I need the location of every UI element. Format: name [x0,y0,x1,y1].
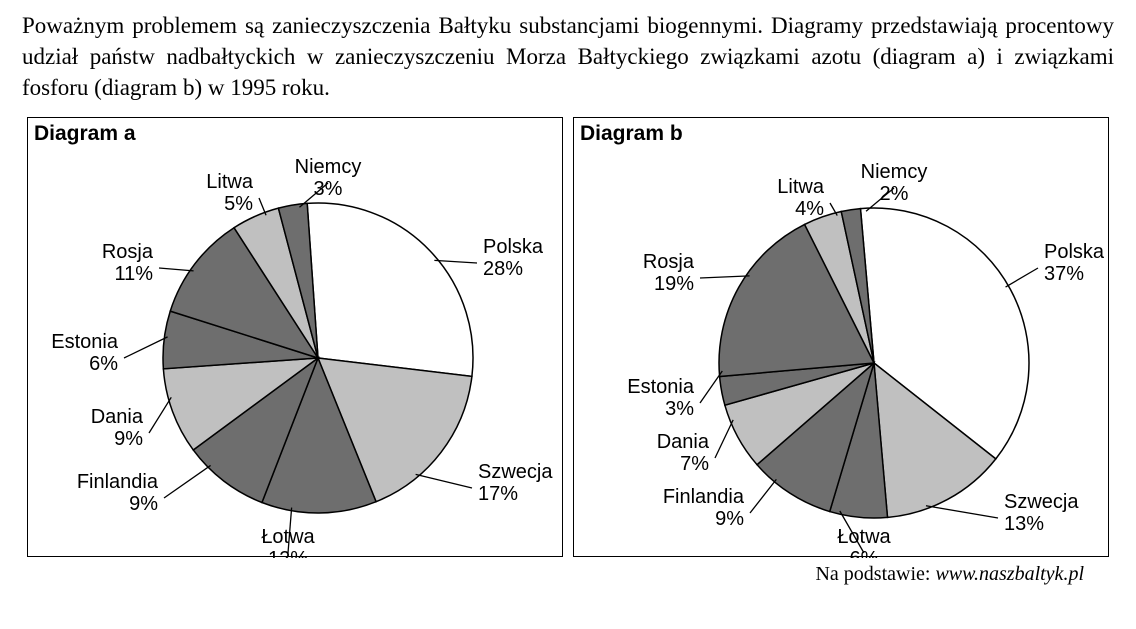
slice-label: Litwa [206,171,254,193]
slice-percent: 17% [478,483,518,505]
leader-line [124,337,168,358]
slice-label: Dania [657,431,710,453]
leader-line [164,466,211,499]
slice-label: Rosja [102,241,154,263]
slice-percent: 5% [224,193,253,215]
slice-label: Finlandia [77,471,159,493]
slice-percent: 28% [483,258,523,280]
slice-label: Estonia [627,376,695,398]
slice-label: Polska [483,236,544,258]
diagram-a-box: Diagram a Polska28%Szwecja17%Łotwa12%Fin… [27,117,563,557]
diagram-a-pie: Polska28%Szwecja17%Łotwa12%Finlandia9%Da… [28,118,564,558]
slice-label: Łotwa [837,526,891,548]
diagram-b-box: Diagram b Polska37% Szwecja13% Łotwa6% Finl… [573,117,1109,557]
diagram-b-pie: Polska37% Szwecja13% Łotwa6% Finlandia9% Dan… [574,118,1110,558]
slice-percent: 19% [654,273,694,295]
slice-label: Rosja [643,251,695,273]
slice-label: Litwa [777,176,825,198]
slice-percent: 37% [1044,263,1084,285]
leader-line [715,420,733,458]
slice-label: Niemcy [295,156,362,178]
leader-line [926,506,998,518]
source-url: www.naszbaltyk.pl [935,563,1084,585]
leader-line [416,475,472,489]
leader-line [700,371,722,403]
slice-percent: 9% [129,493,158,515]
slice-label: Szwecja [478,461,553,483]
pie-slice [307,203,473,376]
source-line: Na podstawie: www.naszbaltyk.pl [22,563,1114,586]
slice-label: Dania [91,406,144,428]
slice-percent: 7% [680,453,709,475]
slice-percent: 9% [114,428,143,450]
leader-line [700,276,750,278]
slice-percent: 12% [268,548,308,558]
source-label: Na podstawie: [815,563,935,585]
leader-line [159,268,194,271]
slice-percent: 6% [850,548,879,558]
leader-line [750,480,776,514]
slice-percent: 11% [114,263,153,285]
slice-label: Łotwa [261,526,315,548]
diagram-a-title: Diagram a [34,122,136,146]
slice-label: Polska [1044,241,1105,263]
charts-row: Diagram a Polska28%Szwecja17%Łotwa12%Fin… [22,117,1114,557]
slice-label: Szwecja [1004,491,1079,513]
slice-label: Finlandia [663,486,745,508]
slice-percent: 6% [89,353,118,375]
slice-label: Estonia [51,331,119,353]
slice-percent: 4% [795,198,824,220]
slice-percent: 2% [880,183,909,205]
slice-percent: 13% [1004,513,1044,535]
leader-line [1006,268,1038,287]
intro-paragraph: Poważnym problemem są zanieczyszczenia B… [22,10,1114,103]
diagram-b-title: Diagram b [580,122,683,146]
leader-line [149,397,171,433]
slice-percent: 9% [715,508,744,530]
slice-percent: 3% [314,178,343,200]
slice-label: Niemcy [861,161,928,183]
slice-percent: 3% [665,398,694,420]
